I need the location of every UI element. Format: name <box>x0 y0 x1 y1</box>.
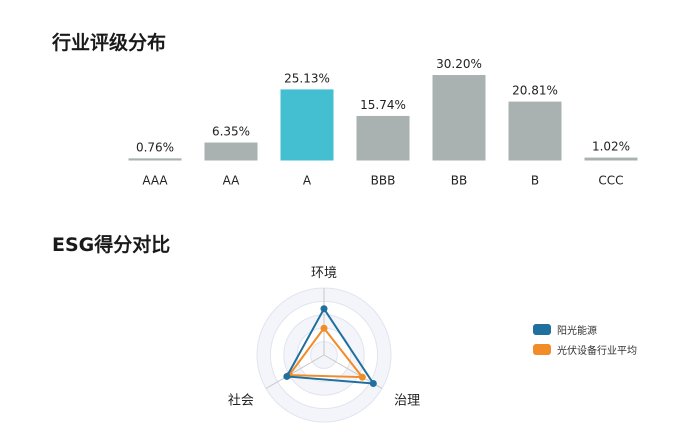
radar-axis-label-2: 社会 <box>228 393 254 409</box>
radar-point <box>283 372 291 380</box>
bar-BB <box>432 75 486 161</box>
tick-label-B: B <box>531 174 539 188</box>
data-label-AA: 6.35% <box>212 125 250 139</box>
data-label-BBB: 15.74% <box>360 98 406 112</box>
radar-series-阳光能源 <box>285 306 376 385</box>
legend-swatch <box>533 344 551 355</box>
legend-label: 阳光能源 <box>557 326 597 337</box>
data-label-A: 25.13% <box>284 71 330 85</box>
bar-AAA <box>128 158 182 161</box>
radar-axis-label-1: 治理 <box>394 394 420 409</box>
radar-point <box>320 324 328 332</box>
bar-chart-title: 行业评级分布 <box>52 32 167 54</box>
tick-label-AA: AA <box>223 174 241 188</box>
radar-chart-title: ESG得分对比 <box>52 234 171 256</box>
radar-point <box>369 379 377 387</box>
bar-BBB <box>356 115 410 161</box>
tick-label-AAA: AAA <box>142 174 168 188</box>
radar-axis-line <box>265 354 325 389</box>
legend-item-1[interactable]: 光伏设备行业平均 <box>533 342 637 357</box>
radar-point <box>320 305 328 313</box>
bar-CCC <box>584 157 638 161</box>
tick-label-BBB: BBB <box>371 174 396 188</box>
tick-label-CCC: CCC <box>598 174 623 188</box>
legend-swatch <box>533 324 551 335</box>
data-label-BB: 30.20% <box>436 57 482 71</box>
radar-series-光伏设备行业平均 <box>287 326 365 379</box>
bar-A <box>280 89 334 161</box>
legend-label: 光伏设备行业平均 <box>557 346 637 357</box>
bar-B <box>508 101 562 161</box>
legend-item-0[interactable]: 阳光能源 <box>533 322 597 337</box>
radar-axis-label-0: 环境 <box>311 266 337 281</box>
data-label-B: 20.81% <box>512 84 558 98</box>
radar-point <box>358 373 366 381</box>
data-label-CCC: 1.02% <box>592 140 630 154</box>
bar-AA <box>204 142 258 161</box>
tick-label-BB: BB <box>451 174 467 188</box>
tick-label-A: A <box>303 174 312 188</box>
data-label-AAA: 0.76% <box>136 140 174 154</box>
